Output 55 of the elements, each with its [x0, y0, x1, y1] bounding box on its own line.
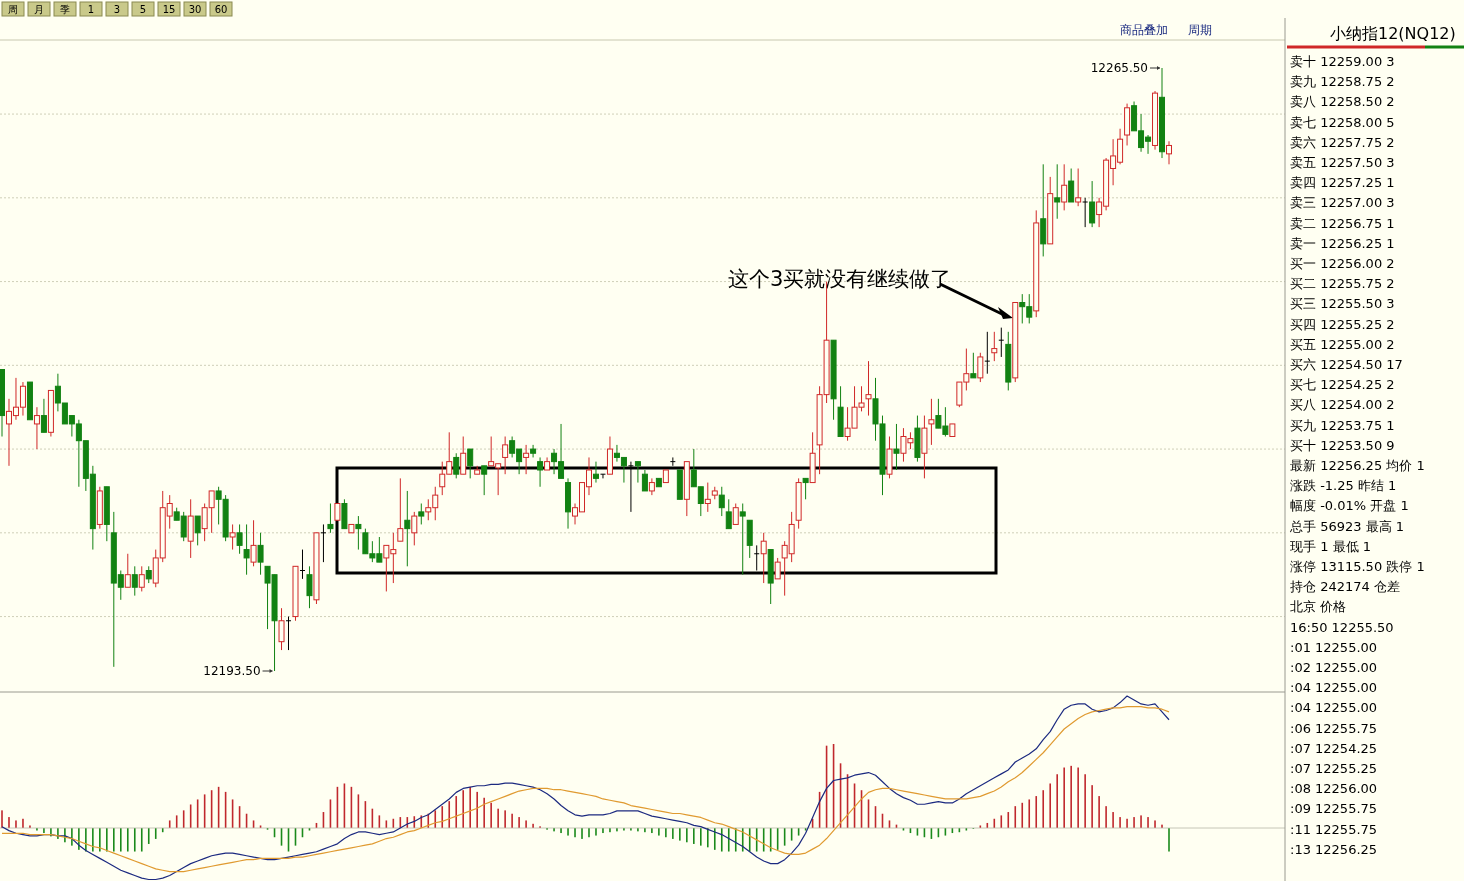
text: 卖八 12258.50 2: [1290, 94, 1395, 110]
text: :09 12255.75: [1290, 801, 1378, 817]
text: 买九 12253.75 1: [1290, 417, 1395, 433]
text: 幅度 -0.01% 开盘 1: [1290, 498, 1409, 514]
text: 卖三 12257.00 3: [1290, 195, 1395, 211]
text: 买五 12255.00 2: [1290, 336, 1395, 352]
text: 卖四 12257.25 1: [1290, 175, 1395, 191]
text: 卖五 12257.50 3: [1290, 155, 1395, 170]
text: 北京 价格: [1290, 599, 1347, 615]
annotation: 这个3买就没有继续做了: [728, 267, 952, 291]
text: 买一 12256.00 2: [1290, 256, 1395, 271]
text: 买四 12255.25 2: [1290, 316, 1395, 332]
text: 买十 12253.50 9: [1290, 437, 1395, 453]
text: 15: [162, 4, 176, 15]
text: 卖七 12258.00 5: [1290, 114, 1395, 130]
text: 月: [34, 4, 44, 15]
text: 30: [188, 4, 202, 15]
text: 买八 12254.00 2: [1290, 397, 1395, 413]
text: 持仓 242174 仓差: [1290, 579, 1400, 595]
annotation: 12265.50: [1090, 61, 1149, 75]
text: :07 12254.25: [1290, 740, 1378, 756]
annotation: 12193.50: [203, 664, 261, 678]
text: :01 12255.00: [1290, 639, 1378, 655]
text: 涨跌 -1.25 昨结 1: [1290, 478, 1397, 494]
text: :11 12255.75: [1290, 821, 1378, 837]
text: :13 12256.25: [1290, 841, 1378, 857]
text: 买六 12254.50 17: [1290, 357, 1403, 372]
text: 卖一 12256.25 1: [1290, 235, 1395, 251]
text: 卖六 12257.75 2: [1290, 134, 1395, 150]
text: 商品叠加: [1120, 23, 1168, 37]
text: :04 12255.00: [1290, 680, 1378, 696]
text: 卖九 12258.75 2: [1290, 74, 1395, 90]
text: 5: [139, 4, 147, 15]
text: 周: [8, 4, 18, 15]
text: 周期: [1188, 23, 1212, 37]
text: 卖十 12259.00 3: [1290, 54, 1395, 69]
text: 最新 12256.25 均价 1: [1290, 458, 1425, 473]
text: 总手 56923 最高 1: [1289, 518, 1405, 534]
text: 16:50 12255.50: [1290, 619, 1394, 635]
text: 小纳指12(NQ12): [1330, 24, 1456, 43]
text: 季: [60, 4, 70, 15]
text: 1: [87, 4, 95, 15]
text: :02 12255.00: [1290, 660, 1378, 675]
text: 卖二 12256.75 1: [1290, 215, 1395, 231]
text: :04 12255.00: [1290, 700, 1378, 716]
text: 60: [214, 4, 228, 15]
text: 买七 12254.25 2: [1290, 377, 1395, 393]
text: 买三 12255.50 3: [1290, 296, 1395, 312]
text: :08 12256.00: [1290, 781, 1378, 797]
text: :07 12255.25: [1290, 761, 1378, 776]
text: 现手 1 最低 1: [1290, 538, 1371, 554]
text: 3: [113, 4, 121, 15]
text: 涨停 13115.50 跌停 1: [1290, 559, 1425, 574]
text: :06 12255.75: [1290, 720, 1378, 736]
text: 买二 12255.75 2: [1290, 276, 1395, 292]
